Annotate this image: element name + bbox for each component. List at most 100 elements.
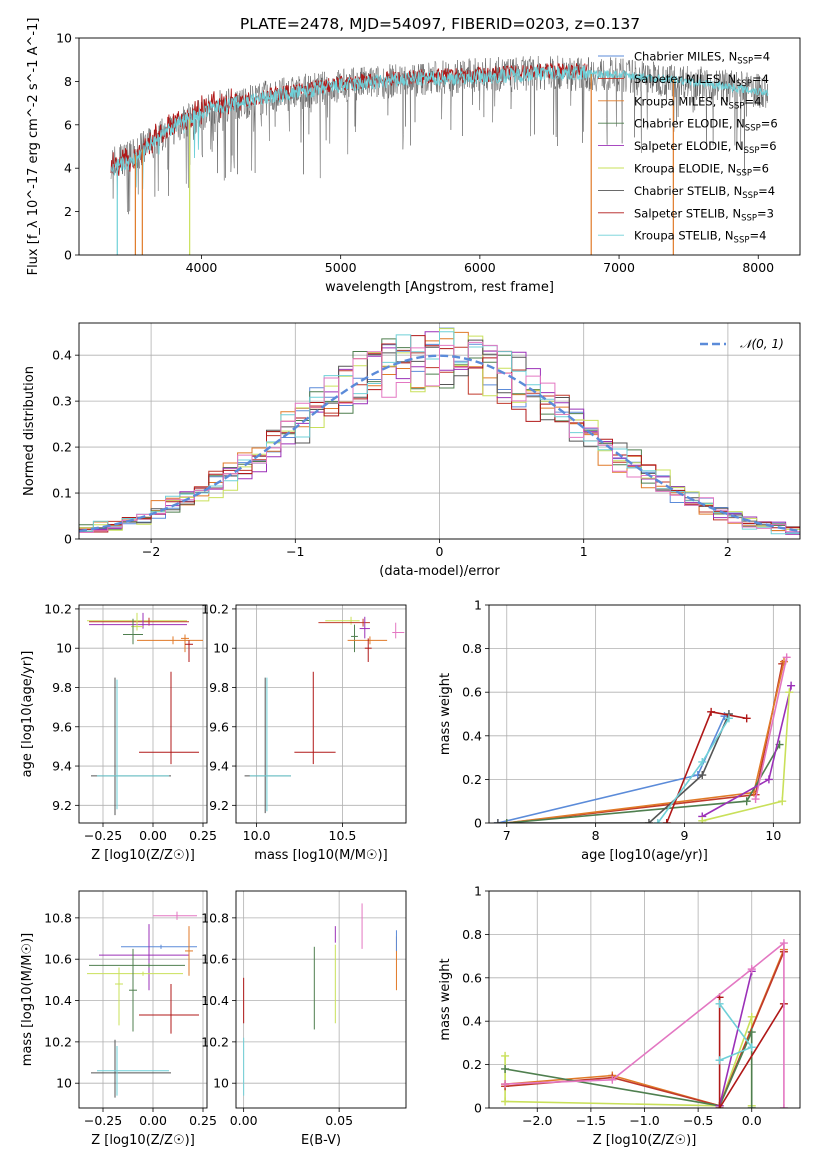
x-tick-label: 0.00 <box>139 1113 167 1128</box>
x-tick-label: 5000 <box>325 260 357 275</box>
plus-marker <box>493 819 502 823</box>
legend-label: 𝒩(0, 1) <box>740 337 784 351</box>
x-tick-label: 1 <box>580 544 588 559</box>
x-tick-label: 0.25 <box>189 828 217 843</box>
y-tick-label: 9.6 <box>209 719 229 734</box>
x-tick-label: −0.25 <box>84 1113 122 1128</box>
legend-label: Kroupa STELIB, NSSP=4 <box>634 229 766 246</box>
age-vs-metallicity-panel: −0.25 0.00 0.25 9.2 9.4 9.6 9.8 10 10.2 Z [log10(… <box>20 601 217 863</box>
y-tick-label: 0.6 <box>462 970 482 985</box>
x-tick-label: 0 <box>436 544 444 559</box>
x-tick-label: 10.0 <box>243 828 271 843</box>
y-tick-label: 9.8 <box>209 680 229 695</box>
y-tick-label: 10.6 <box>201 952 229 967</box>
y-tick-label: 0.2 <box>52 440 72 455</box>
y-tick-label: 10.4 <box>201 993 229 1008</box>
x-tick-label: −0.5 <box>683 1113 713 1128</box>
x-tick-label: 0.05 <box>325 1113 353 1128</box>
plus-marker <box>747 1028 756 1037</box>
spectrum-lines <box>110 55 769 255</box>
y-axis-label: mass weight <box>438 958 453 1040</box>
y-tick-label: 0.2 <box>462 1057 482 1072</box>
plus-marker <box>782 653 791 662</box>
legend-label: Chabrier ELODIE, NSSP=6 <box>634 117 778 134</box>
x-axis-label: Z [log10(Z/Z☉)] <box>91 1133 195 1148</box>
y-tick-label: 0 <box>474 1101 482 1116</box>
histogram-bars <box>79 327 800 538</box>
plus-marker <box>787 681 796 690</box>
y-tick-label: 10.4 <box>44 993 72 1008</box>
error-bars <box>244 616 405 814</box>
y-tick-label: 0.1 <box>52 486 72 501</box>
plus-marker <box>662 819 671 823</box>
y-axis-label: age [log10(age/yr)] <box>20 651 35 778</box>
y-tick-label: 0.8 <box>462 927 482 942</box>
gaussian-curve <box>79 354 800 533</box>
y-tick-label: 0.4 <box>52 348 72 363</box>
plus-marker <box>764 775 773 784</box>
mass-weight-line <box>506 663 783 823</box>
x-tick-label: 2 <box>724 544 732 559</box>
plus-marker <box>501 1097 510 1106</box>
y-tick-label: 0.2 <box>462 772 482 787</box>
axes-frame <box>78 890 208 1109</box>
y-tick-label: 10.2 <box>201 1034 229 1049</box>
x-tick-label: 7 <box>503 828 511 843</box>
y-tick-label: 9.4 <box>52 759 72 774</box>
plus-marker <box>778 797 787 806</box>
legend-label: Salpeter ELODIE, NSSP=6 <box>634 139 777 156</box>
y-tick-label: 10.2 <box>44 1034 72 1049</box>
figure-title: PLATE=2478, MJD=54097, FIBERID=0203, z=0… <box>240 15 640 33</box>
legend-label: Chabrier MILES, NSSP=4 <box>634 50 770 67</box>
mass-weight-vs-age-panel: 7 8 9 10 0 0.2 0.4 0.6 0.8 1 age [log10(age/yr)] ma… <box>438 598 801 863</box>
y-tick-label: 10.8 <box>44 910 72 925</box>
plus-marker <box>502 819 511 823</box>
mass-weight-lines <box>493 653 796 823</box>
x-tick-label: 10.5 <box>329 828 357 843</box>
mass-weight-line <box>665 710 747 823</box>
plus-marker <box>501 1080 510 1089</box>
mass-vs-extinction-panel: 0.00 0.05 10 10.2 10.4 10.6 10.8 E(B-V) <box>201 890 407 1148</box>
axes-frame <box>78 322 801 540</box>
plus-marker <box>698 816 707 823</box>
y-tick-label: 9.8 <box>52 680 72 695</box>
y-tick-label: 10.8 <box>201 910 229 925</box>
plus-marker <box>747 1012 756 1021</box>
y-tick-label: 10 <box>56 31 72 46</box>
legend-label: Kroupa MILES, NSSP=4 <box>634 94 761 111</box>
mass-weight-line <box>506 661 785 823</box>
x-tick-label: −2.0 <box>522 1113 552 1128</box>
plus-marker <box>501 1064 510 1073</box>
y-tick-label: 10.2 <box>44 601 72 616</box>
observed-spectrum-line <box>110 55 769 215</box>
y-axis-label: mass [log10(M/M☉)] <box>20 933 35 1066</box>
mass-weight-line <box>504 1031 753 1108</box>
mass-weight-line <box>718 971 753 1106</box>
plus-marker <box>747 965 756 974</box>
y-tick-label: 10 <box>213 641 229 656</box>
y-tick-label: 0 <box>474 816 482 831</box>
x-tick-label: −1.5 <box>576 1113 606 1128</box>
plus-marker <box>724 714 733 723</box>
plus-marker <box>742 797 751 806</box>
plus-marker <box>747 1104 756 1108</box>
y-tick-label: 0.6 <box>462 685 482 700</box>
error-bars <box>87 612 203 816</box>
mass-weight-lines <box>501 939 788 1108</box>
axes-frame <box>235 890 407 1109</box>
x-axis-label: (data-model)/error <box>379 564 500 579</box>
mass-vs-metallicity-panel: −0.25 0.00 0.25 10 10.2 10.4 10.6 10.8 Z [log10(… <box>20 890 217 1148</box>
x-tick-label: 0.0 <box>742 1113 762 1128</box>
x-tick-label: 8 <box>592 828 600 843</box>
y-tick-label: 4 <box>64 161 72 176</box>
plus-marker <box>501 1051 510 1060</box>
legend-label: Salpeter MILES, NSSP=4 <box>634 72 769 89</box>
x-tick-label: 6000 <box>464 260 496 275</box>
plus-marker <box>698 771 707 780</box>
x-tick-label: −0.25 <box>84 828 122 843</box>
plus-marker <box>707 707 716 716</box>
plus-marker <box>715 1056 724 1065</box>
y-axis-label: Flux [f_λ 10^-17 erg cm^-2 s^-1 A^-1] <box>26 18 41 276</box>
y-tick-label: 10 <box>56 641 72 656</box>
